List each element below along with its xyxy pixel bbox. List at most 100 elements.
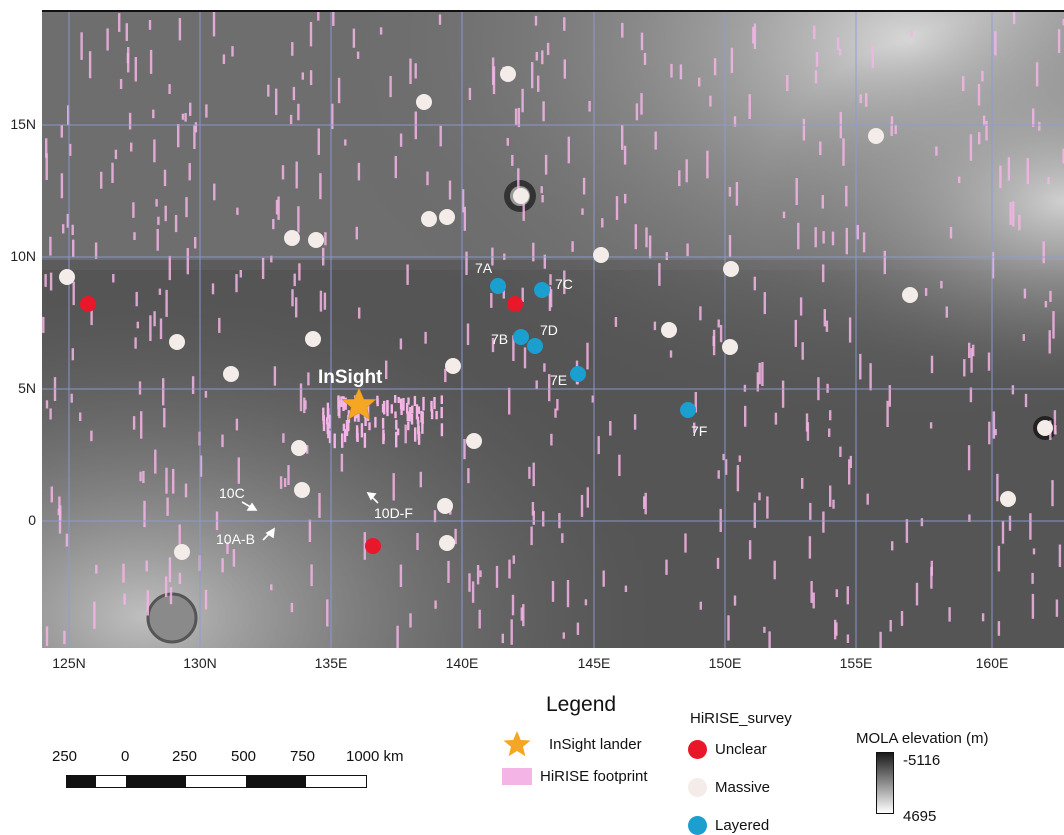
hirise-footprint-strip <box>658 263 660 286</box>
hirise-footprint-strip <box>135 57 137 82</box>
hirise-footprint-strip <box>133 416 135 430</box>
hirise-footprint-strip <box>62 224 64 233</box>
massive-site-marker <box>421 211 437 227</box>
hirise-footprint-strip <box>205 590 207 610</box>
hirise-footprint-strip <box>847 586 849 604</box>
hirise-footprint-strip <box>300 383 302 411</box>
hirise-footprint-strip <box>891 116 893 123</box>
hirise-footprint-strip <box>160 319 162 340</box>
lat-tick-10n: 10N <box>0 248 36 264</box>
hirise-footprint-strip <box>1059 545 1061 568</box>
hirise-footprint-strip <box>655 132 657 150</box>
hirise-footprint-strip <box>542 511 544 526</box>
hirise-footprint-strip <box>768 631 770 648</box>
scale-label-250-left: 250 <box>52 748 77 765</box>
hirise-footprint-strip <box>865 93 867 107</box>
legend-unclear-dot <box>688 740 707 759</box>
hirise-footprint-strip <box>157 217 159 225</box>
hirise-footprint-strip <box>477 565 479 584</box>
site-label-10c: 10C <box>219 485 245 501</box>
hirise-footprint-strip <box>625 586 627 592</box>
hirise-footprint-strip <box>822 231 824 243</box>
hirise-footprint-strip <box>982 613 984 621</box>
site-label-7e: 7E <box>550 372 567 388</box>
hirise-footprint-strip <box>274 366 276 385</box>
lon-tick-155: 155E <box>840 655 873 671</box>
hirise-footprint-strip <box>46 400 48 408</box>
lon-tick-130: 130N <box>183 655 216 671</box>
hirise-footprint-strip <box>396 626 398 648</box>
hirise-footprint-strip <box>185 484 187 498</box>
hirise-footprint-strip <box>729 235 731 257</box>
hirise-footprint-strip <box>402 398 404 411</box>
hirise-footprint-strip <box>143 501 145 527</box>
hirise-footprint-strip <box>426 172 428 186</box>
hirise-footprint-strip <box>431 409 433 419</box>
legend-elevation-ramp <box>876 752 894 814</box>
hirise-footprint-strip <box>59 511 61 533</box>
hirise-footprint-strip <box>467 468 469 483</box>
hirise-footprint-strip <box>111 163 113 183</box>
hirise-footprint-strip <box>189 163 191 180</box>
hirise-footprint-strip <box>1023 334 1025 341</box>
lon-tick-145: 145E <box>578 655 611 671</box>
hirise-footprint-strip <box>518 108 520 127</box>
hirise-footprint-strip <box>309 520 311 542</box>
hirise-footprint-strip <box>172 469 174 494</box>
hirise-footprint-strip <box>1045 301 1047 307</box>
hirise-footprint-strip <box>177 124 179 147</box>
hirise-footprint-strip <box>988 353 990 371</box>
hirise-footprint-strip <box>809 536 811 558</box>
hirise-footprint-strip <box>194 237 196 249</box>
lon-tick-140: 140E <box>446 655 479 671</box>
hirise-footprint-strip <box>391 404 393 413</box>
hirise-footprint-strip <box>356 227 358 240</box>
hirise-footprint-strip <box>508 560 510 579</box>
hirise-footprint-strip <box>886 401 888 427</box>
hirise-footprint-strip <box>353 29 355 48</box>
hirise-footprint-strip <box>970 388 972 403</box>
hirise-footprint-strip <box>479 570 481 577</box>
hirise-footprint-strip <box>822 264 824 282</box>
hirise-footprint-strip <box>618 455 620 476</box>
hirise-footprint-strip <box>901 611 903 626</box>
hirise-footprint-strip <box>543 363 545 372</box>
hirise-footprint-strip <box>73 282 75 305</box>
hirise-footprint-strip <box>400 339 402 350</box>
hirise-footprint-strip <box>729 187 731 197</box>
hirise-footprint-strip <box>749 94 751 119</box>
hirise-footprint-strip <box>522 288 524 302</box>
hirise-footprint-strip <box>624 194 626 203</box>
hirise-footprint-strip <box>624 146 626 165</box>
hirise-footprint-strip <box>1027 158 1029 184</box>
hirise-footprint-strip <box>803 119 805 141</box>
hirise-footprint-strip <box>564 59 566 78</box>
hirise-footprint-strip <box>139 472 141 482</box>
hirise-footprint-strip <box>95 565 97 574</box>
hirise-footprint-strip <box>736 182 738 206</box>
hirise-footprint-strip <box>1031 573 1033 584</box>
hirise-footprint-strip <box>295 297 297 317</box>
hirise-footprint-strip <box>550 434 552 446</box>
hirise-footprint-strip <box>581 495 583 517</box>
hirise-footprint-strip <box>380 27 382 34</box>
hirise-footprint-strip <box>832 232 834 246</box>
hirise-footprint-strip <box>996 474 998 502</box>
hirise-footprint-strip <box>49 408 51 419</box>
hirise-footprint-strip <box>1032 109 1034 128</box>
hirise-footprint-strip <box>699 306 701 320</box>
hirise-footprint-strip <box>290 115 292 124</box>
hirise-footprint-strip <box>737 465 739 491</box>
hirise-footprint-strip <box>585 599 587 605</box>
hirise-footprint-strip <box>50 273 52 291</box>
hirise-footprint-strip <box>906 519 908 543</box>
massive-site-marker <box>305 331 321 347</box>
legend-title: Legend <box>546 693 616 717</box>
hirise-footprint-strip <box>754 277 756 291</box>
hirise-footprint-strip <box>549 274 551 285</box>
hirise-footprint-strip <box>586 343 588 370</box>
hirise-footprint-strip <box>267 85 269 97</box>
hirise-footprint-strip <box>166 498 168 516</box>
hirise-footprint-strip <box>764 292 766 314</box>
massive-site-marker <box>661 322 677 338</box>
